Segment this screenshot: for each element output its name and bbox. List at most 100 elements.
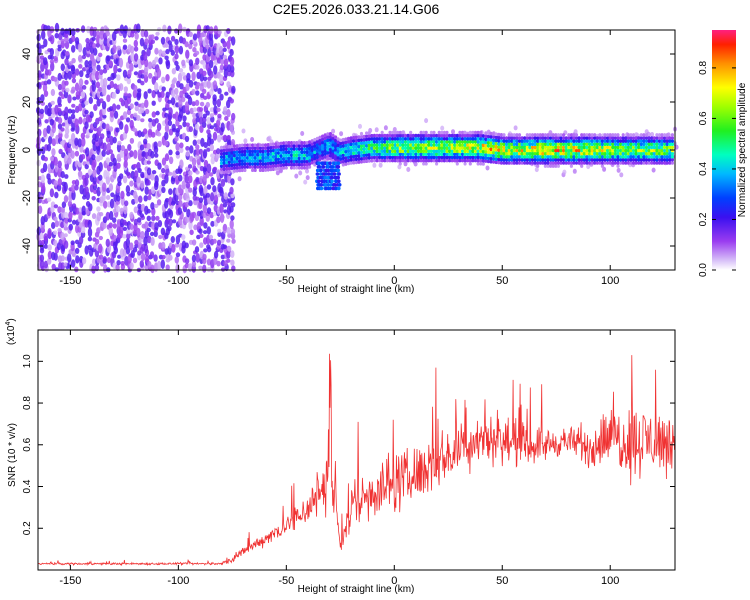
spectrogram-signal-cell xyxy=(442,140,446,144)
spectrogram-signal-cell xyxy=(302,159,307,164)
spectrogram-signal-cell xyxy=(624,136,628,140)
spectrogram-noise-cell xyxy=(219,186,224,194)
spectrogram-noise-cell xyxy=(188,200,193,207)
spectrogram-signal-cell xyxy=(549,158,553,162)
spectrogram-signal-cell xyxy=(637,154,641,159)
spectrogram-noise-cell xyxy=(200,137,205,147)
spectrogram-signal-cell xyxy=(577,154,581,159)
spectrogram-halo-cell xyxy=(331,128,336,134)
spectrogram-dip-cell xyxy=(337,172,341,176)
spectrogram-noise-cell xyxy=(108,161,114,167)
spectrogram-signal-cell xyxy=(367,140,371,144)
spectrogram-noise-cell xyxy=(91,79,96,85)
spectrogram-signal-cell xyxy=(525,145,529,150)
spectrogram-signal-cell xyxy=(603,145,607,150)
spectrogram-noise-cell xyxy=(126,109,132,116)
spectrogram-noise-cell xyxy=(191,88,196,95)
spectrogram-signal-cell xyxy=(657,161,662,165)
spectrogram-signal-cell xyxy=(551,161,555,165)
spectrogram-halo-cell xyxy=(674,144,679,150)
spectrogram-signal-cell xyxy=(512,133,516,137)
spectrogram-signal-cell xyxy=(235,147,239,151)
spectrogram-signal-cell xyxy=(590,151,594,156)
spectrogram-signal-cell xyxy=(432,158,436,163)
snr-x-tick-label: 100 xyxy=(601,575,619,587)
spectrogram-signal-cell xyxy=(479,155,483,160)
spectrogram-noise-cell xyxy=(65,87,70,93)
spectrogram-noise-cell xyxy=(154,222,159,231)
spectrogram-signal-cell xyxy=(608,161,612,165)
spectrogram-signal-cell xyxy=(611,154,615,159)
spectrogram-signal-cell xyxy=(243,155,247,160)
spectrogram-y-tick-label: -40 xyxy=(21,238,33,254)
spectrogram-noise-cell xyxy=(113,64,118,74)
snr-x-tick-label: -100 xyxy=(167,575,189,587)
spectrogram-signal-cell xyxy=(499,133,503,137)
spectrogram-signal-cell xyxy=(274,157,278,162)
spectrogram-signal-cell xyxy=(416,152,421,157)
spectrogram-signal-cell xyxy=(378,155,382,160)
spectrogram-signal-cell xyxy=(448,133,452,138)
spectrogram-signal-cell xyxy=(554,139,558,143)
spectrogram-signal-cell xyxy=(393,155,397,160)
spectrogram-noise-cell xyxy=(93,189,98,195)
spectrogram-noise-cell xyxy=(101,122,107,130)
spectrogram-signal-cell xyxy=(414,155,418,160)
spectrogram-signal-cell xyxy=(341,153,345,158)
spectrogram-signal-cell xyxy=(313,156,317,161)
spectrogram-signal-cell xyxy=(253,168,257,172)
spectrogram-signal-cell xyxy=(647,158,651,162)
spectrogram-noise-cell xyxy=(199,233,204,238)
spectrogram-noise-cell xyxy=(165,48,170,55)
spectrogram-noise-cell xyxy=(71,103,76,108)
spectrogram-noise-cell xyxy=(174,87,179,95)
spectrogram-signal-cell xyxy=(593,142,597,146)
spectrogram-signal-cell xyxy=(339,138,343,143)
spectrogram-signal-cell xyxy=(297,166,301,170)
spectrogram-signal-cell xyxy=(232,160,237,164)
spectrogram-noise-cell xyxy=(77,43,83,53)
spectrogram-noise-cell xyxy=(91,213,97,220)
spectrogram-signal-cell xyxy=(458,130,462,135)
spectrogram-noise-cell xyxy=(102,142,107,152)
spectrogram-signal-cell xyxy=(258,159,262,163)
spectrogram-noise-cell xyxy=(123,204,128,215)
spectrogram-signal-cell xyxy=(471,133,475,138)
spectrogram-noise-cell xyxy=(160,259,165,270)
spectrogram-noise-cell xyxy=(91,154,96,161)
spectrogram-noise-cell xyxy=(188,59,194,67)
spectrogram-signal-cell xyxy=(238,143,242,148)
spectrogram-signal-cell xyxy=(266,158,270,163)
spectrogram-signal-cell xyxy=(577,136,581,140)
spectrogram-signal-cell xyxy=(230,166,234,171)
spectrogram-signal-cell xyxy=(481,146,485,151)
spectrogram-noise-cell xyxy=(140,69,145,74)
spectrogram-noise-cell xyxy=(205,61,210,72)
spectrogram-noise-cell xyxy=(212,238,217,244)
spectrogram-signal-cell xyxy=(326,144,330,149)
spectrogram-noise-cell xyxy=(163,140,169,147)
spectrogram-noise-cell xyxy=(60,171,65,179)
spectrogram-signal-cell xyxy=(657,151,662,156)
spectrogram-signal-cell xyxy=(564,154,568,159)
spectrogram-signal-cell xyxy=(357,150,361,155)
spectrogram-signal-cell xyxy=(225,148,229,152)
spectrogram-noise-cell xyxy=(133,218,139,226)
spectrogram-signal-cell xyxy=(385,133,389,138)
spectrogram-noise-cell xyxy=(213,65,218,75)
spectrogram-signal-cell xyxy=(471,155,475,160)
spectrogram-signal-cell xyxy=(308,159,312,163)
spectrogram-halo-cell xyxy=(300,131,305,136)
spectrogram-signal-cell xyxy=(660,158,664,162)
spectrogram-signal-cell xyxy=(269,145,273,150)
spectrogram-signal-cell xyxy=(556,148,561,153)
spectrogram-noise-cell xyxy=(174,45,180,54)
spectrogram-signal-cell xyxy=(536,151,540,156)
spectrogram-signal-cell xyxy=(313,141,317,145)
spectrogram-noise-cell xyxy=(43,233,48,242)
spectrogram-signal-cell xyxy=(240,168,244,173)
spectrogram-signal-cell xyxy=(587,139,592,143)
spectrogram-signal-cell xyxy=(556,154,561,159)
spectrogram-signal-cell xyxy=(572,161,576,165)
spectrogram-noise-cell xyxy=(67,70,73,80)
